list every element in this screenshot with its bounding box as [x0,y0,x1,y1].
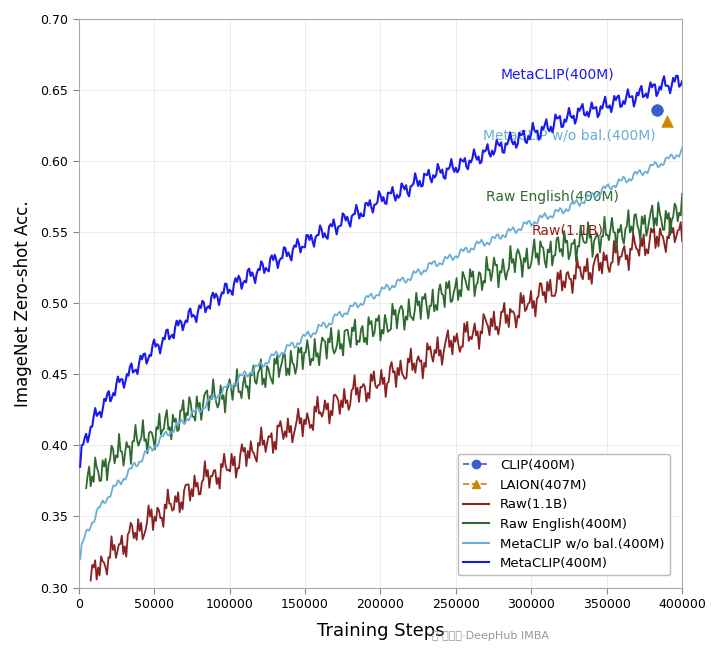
X-axis label: Training Steps: Training Steps [317,622,444,640]
Point [662,116,673,126]
Legend: CLIP(400M), LAION(407M), Raw(1.1B), Raw English(400M), MetaCLIP w/o bal.(400M), : CLIP(400M), LAION(407M), Raw(1.1B), Raw … [457,454,670,576]
Text: 🔘 公众号·DeepHub IMBA: 🔘 公众号·DeepHub IMBA [432,631,549,641]
Point [651,105,662,115]
Y-axis label: ImageNet Zero-shot Acc.: ImageNet Zero-shot Acc. [14,200,32,407]
Text: Raw(1.1B): Raw(1.1B) [531,224,603,238]
Text: MetaCLIP(400M): MetaCLIP(400M) [501,67,615,82]
Text: Raw English(400M): Raw English(400M) [486,190,619,204]
Text: MetaCLIP w/o bal.(400M): MetaCLIP w/o bal.(400M) [483,129,656,143]
